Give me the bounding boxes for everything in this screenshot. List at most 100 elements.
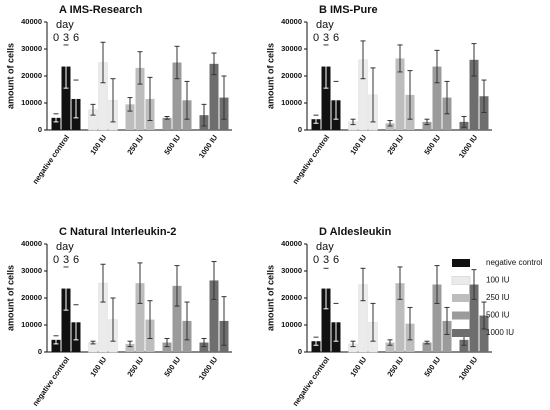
x-tick-label: 250 IU — [385, 355, 405, 378]
x-tick-label: 1000 IU — [197, 355, 219, 382]
y-tick-label: 20000 — [21, 71, 42, 80]
y-tick-label: 0 — [298, 347, 302, 356]
bar — [61, 66, 71, 130]
x-tick-label: negative control — [31, 355, 72, 408]
x-tick-label: 100 IU — [348, 133, 368, 156]
bar — [442, 320, 452, 352]
annotation: day — [316, 19, 334, 31]
y-tick-label: 30000 — [281, 44, 302, 53]
y-tick-label: 40000 — [281, 17, 302, 26]
y-tick-label: 20000 — [281, 293, 302, 302]
series-label: 0 — [53, 32, 59, 44]
panel-title: D Aldesleukin — [319, 226, 392, 238]
annotation: day — [316, 241, 334, 253]
bar — [125, 343, 135, 352]
y-tick-label: 40000 — [281, 239, 302, 248]
y-tick-label: 10000 — [21, 320, 42, 329]
annotation: day — [56, 241, 74, 253]
series-label: 0 — [313, 254, 319, 266]
y-tick-label: 40000 — [21, 17, 42, 26]
y-tick-label: 0 — [298, 125, 302, 134]
y-axis-label: amount of cells — [5, 265, 15, 331]
bar — [125, 104, 135, 130]
bar — [135, 283, 145, 352]
bar — [432, 66, 442, 130]
series-label: 6 — [73, 32, 79, 44]
bar — [199, 342, 209, 352]
bar — [479, 96, 489, 130]
bar — [162, 117, 172, 130]
series-label: 3 — [323, 32, 329, 44]
series-label: 6 — [73, 254, 79, 266]
x-tick-label: negative control — [31, 133, 72, 186]
x-tick-label: 500 IU — [162, 133, 182, 156]
annotation: day — [56, 19, 74, 31]
x-tick-label: negative control — [291, 355, 332, 408]
x-tick-label: 500 IU — [162, 355, 182, 378]
x-tick-label: 500 IU — [422, 355, 442, 378]
x-tick-label: negative control — [291, 133, 332, 186]
bar — [209, 63, 219, 130]
series-label: 3 — [63, 32, 69, 44]
bar — [432, 284, 442, 352]
y-tick-label: 20000 — [21, 293, 42, 302]
legend-swatch — [452, 311, 470, 320]
bar — [209, 280, 219, 352]
y-tick-label: 30000 — [21, 266, 42, 275]
bar — [469, 284, 479, 352]
x-tick-label: 250 IU — [125, 133, 145, 156]
x-tick-label: 250 IU — [385, 133, 405, 156]
bar — [395, 283, 405, 352]
x-tick-label: 1000 IU — [197, 133, 219, 160]
legend-swatch — [451, 276, 471, 285]
panel-title: C Natural Interleukin-2 — [59, 226, 176, 238]
legend-label: 250 IU — [486, 293, 510, 302]
y-tick-label: 0 — [38, 125, 42, 134]
y-axis-label: amount of cells — [265, 265, 275, 331]
bar — [321, 288, 331, 352]
series-label: 6 — [333, 32, 339, 44]
x-tick-label: 1000 IU — [457, 133, 479, 160]
bar — [311, 341, 321, 352]
y-axis-label: amount of cells — [265, 43, 275, 109]
y-tick-label: 10000 — [281, 320, 302, 329]
y-tick-label: 30000 — [281, 266, 302, 275]
series-label: 3 — [63, 254, 69, 266]
bar — [172, 285, 182, 352]
bar — [51, 117, 61, 130]
series-label: 0 — [53, 254, 59, 266]
series-label: 0 — [313, 32, 319, 44]
x-tick-label: 500 IU — [422, 133, 442, 156]
bar — [172, 62, 182, 130]
legend-swatch — [452, 259, 470, 267]
legend-label: negative control — [486, 258, 543, 267]
bar — [469, 59, 479, 130]
y-tick-label: 30000 — [21, 44, 42, 53]
bar — [422, 342, 432, 352]
bar — [51, 339, 61, 352]
y-tick-label: 40000 — [21, 239, 42, 248]
bar — [321, 66, 331, 130]
x-tick-label: 100 IU — [348, 355, 368, 378]
series-label: 3 — [323, 254, 329, 266]
bar — [135, 67, 145, 130]
y-tick-label: 10000 — [21, 98, 42, 107]
series-label: 6 — [333, 254, 339, 266]
x-tick-label: 1000 IU — [457, 355, 479, 382]
bar — [385, 123, 395, 130]
panel-title: A IMS-Research — [59, 4, 143, 16]
bar — [459, 339, 469, 352]
legend-label: 100 IU — [486, 276, 510, 285]
x-tick-label: 100 IU — [88, 355, 108, 378]
y-axis-label: amount of cells — [5, 43, 15, 109]
y-tick-label: 20000 — [281, 71, 302, 80]
bar — [61, 288, 71, 352]
y-tick-label: 0 — [38, 347, 42, 356]
x-tick-label: 100 IU — [88, 133, 108, 156]
legend-swatch — [452, 294, 470, 302]
legend-swatch — [452, 329, 470, 337]
panel-title: B IMS-Pure — [319, 4, 378, 16]
bar — [395, 58, 405, 131]
legend-label: 500 IU — [486, 311, 510, 320]
